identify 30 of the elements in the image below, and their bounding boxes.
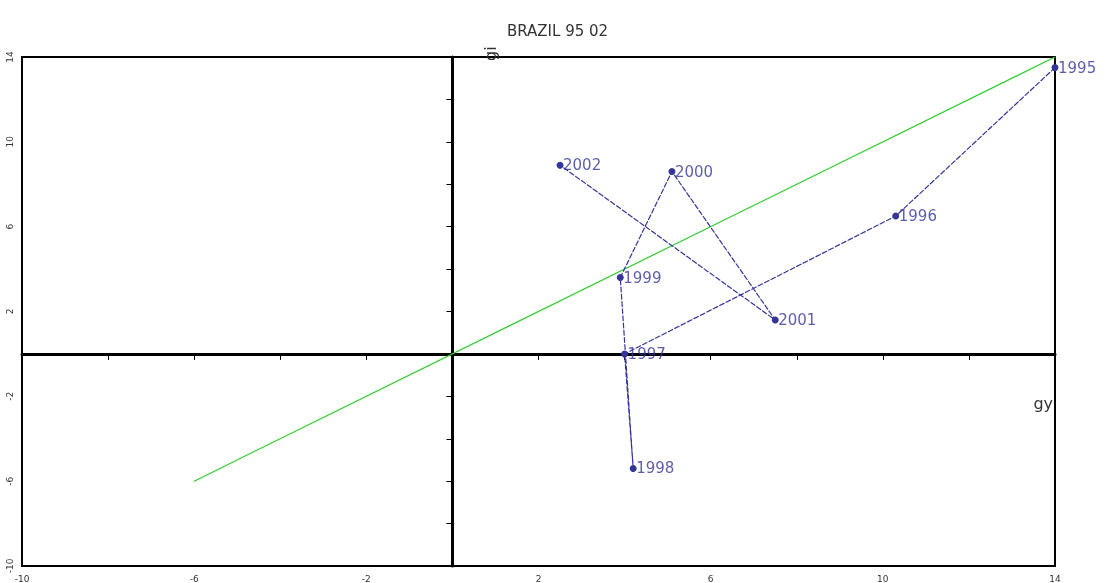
annotation: 2001: [778, 310, 817, 329]
y-tick-label: 6: [4, 223, 15, 230]
y-axis-title: gi: [480, 46, 500, 61]
point: [621, 350, 629, 358]
annotation: 1998: [636, 459, 675, 478]
point: [892, 212, 900, 220]
annotation: 1995: [1058, 58, 1097, 77]
x-tick-label: 14: [1049, 573, 1061, 583]
annotation: 1999: [623, 268, 662, 287]
y-tick-label: 10: [4, 135, 15, 148]
annotation: 1996: [898, 207, 937, 226]
point: [668, 168, 676, 176]
y-tick-label: -6: [4, 476, 15, 486]
x-tick-label: 2: [535, 573, 542, 583]
y-tick-label: 14: [4, 51, 15, 63]
annotation: 2000: [674, 162, 714, 181]
x-tick-label: 6: [707, 573, 714, 583]
x-tick-label: -10: [14, 573, 30, 583]
point: [616, 274, 624, 282]
x-axis-title: gy: [1033, 394, 1053, 414]
y-tick-label: -2: [4, 391, 15, 401]
y-tick-label: 2: [4, 308, 15, 315]
point: [1051, 64, 1059, 72]
chart-title: BRAZIL 95 02: [506, 21, 609, 40]
point: [771, 316, 779, 324]
annotation: 2002: [563, 156, 602, 175]
x-tick-label: -2: [361, 573, 371, 583]
x-tick-label: -6: [189, 573, 199, 583]
point: [629, 464, 637, 472]
x-tick-label: 10: [877, 573, 889, 583]
